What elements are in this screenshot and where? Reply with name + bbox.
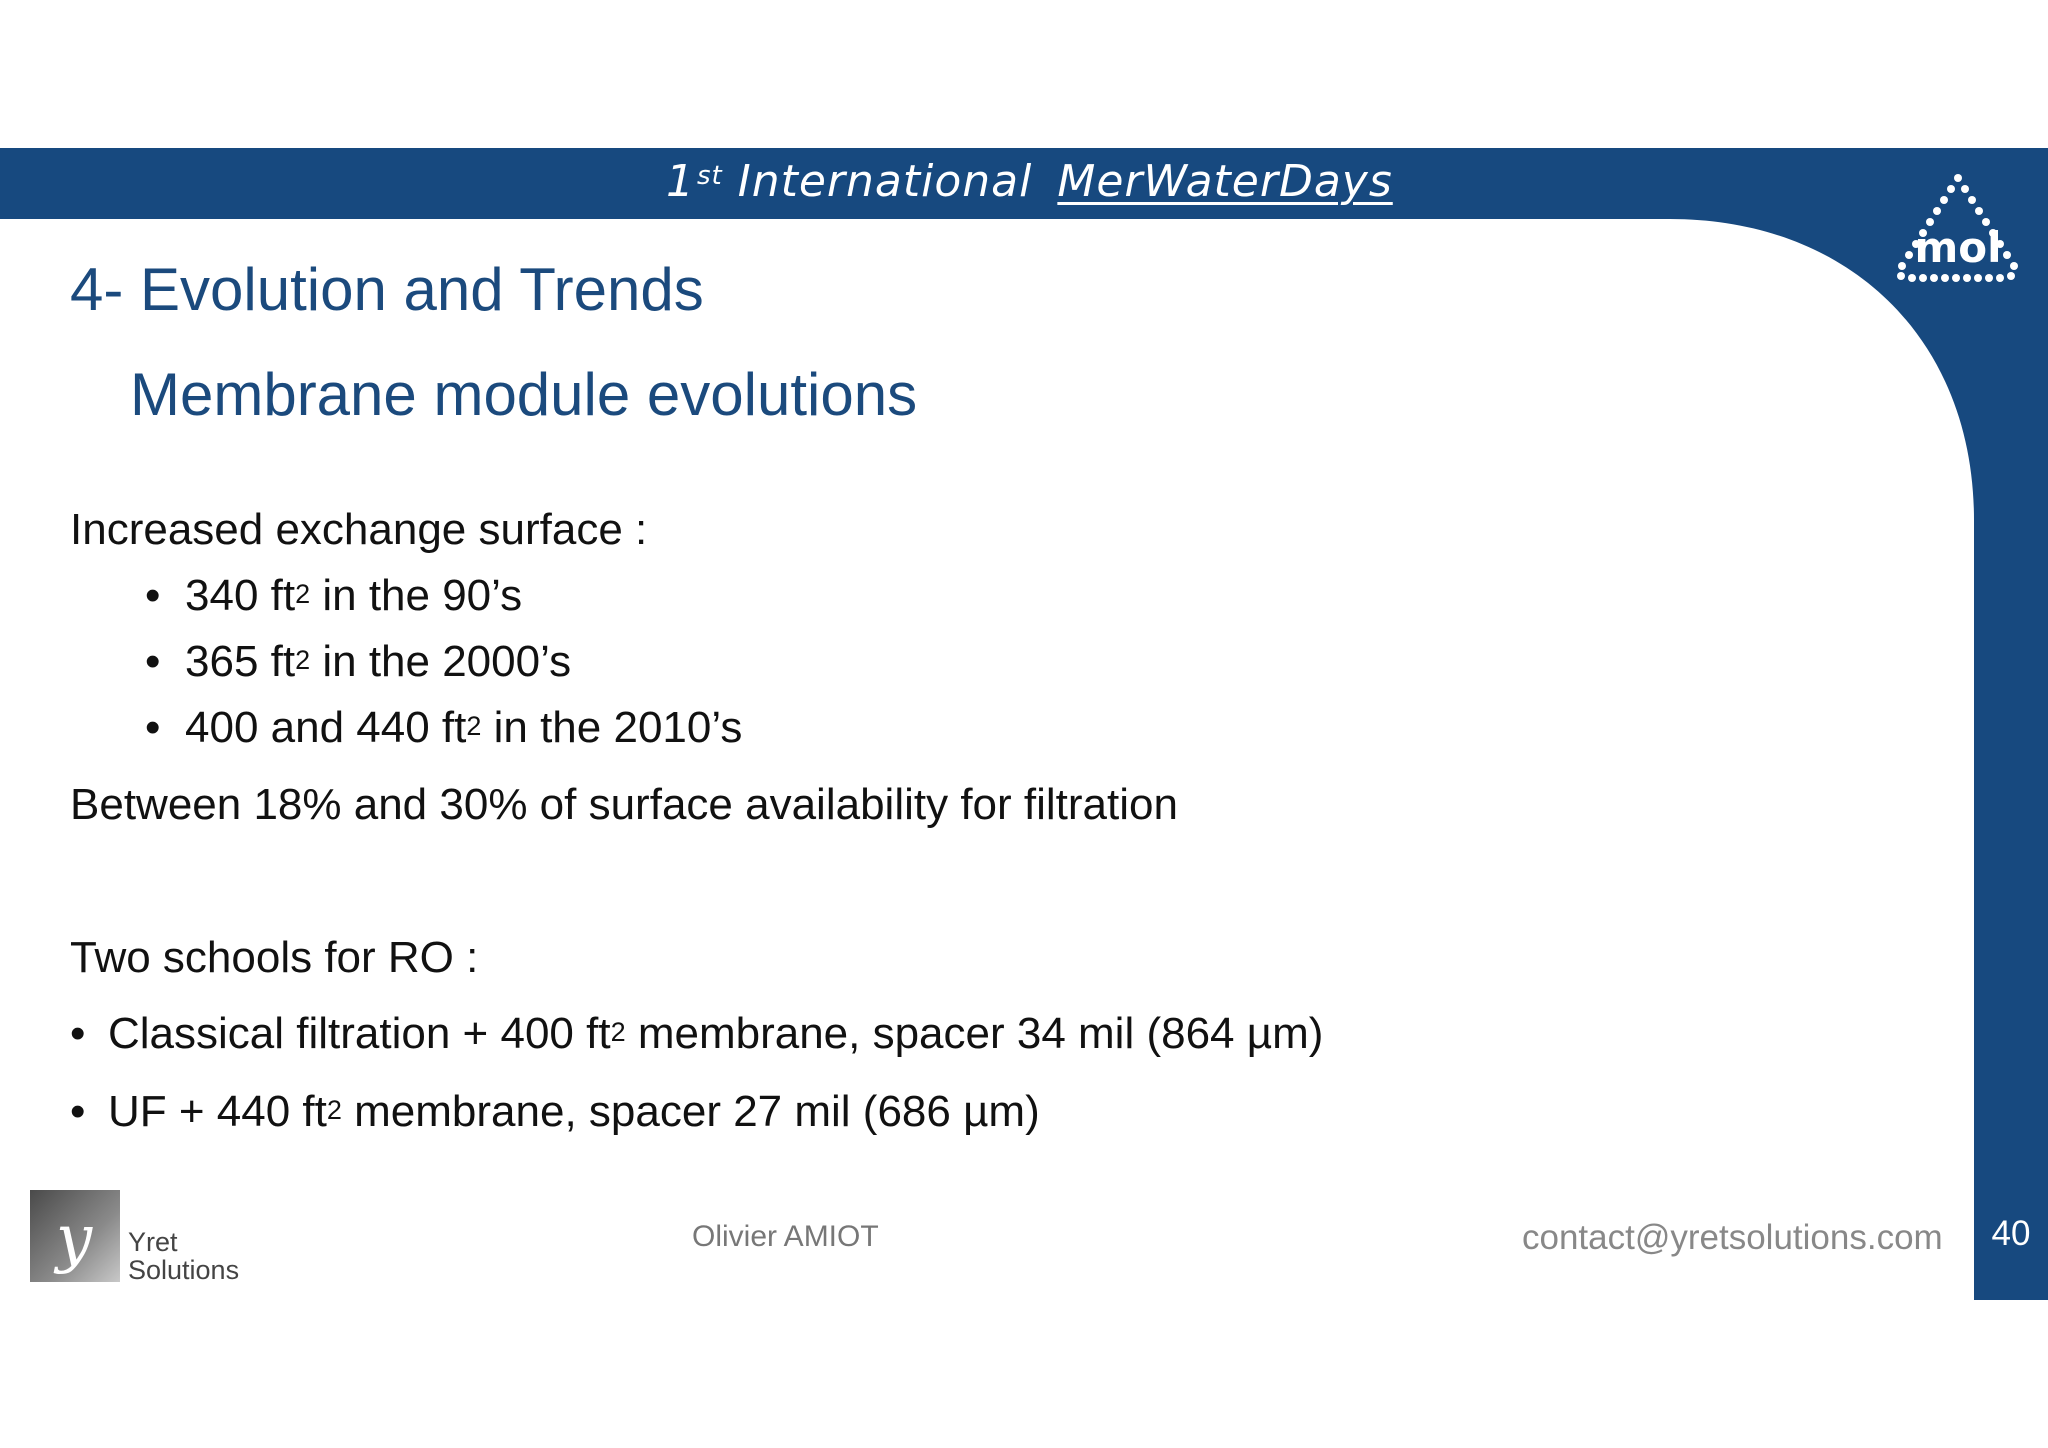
event-title: 1st International MerWaterDays: [666, 150, 1393, 214]
list-item: 340 ft2 in the 90’s: [185, 571, 523, 620]
surface-intro: Increased exchange surface :: [70, 505, 648, 554]
event-prefix: 1: [666, 156, 695, 207]
bullet-icon: •: [145, 571, 161, 620]
contact-email: contact@yretsolutions.com: [1522, 1218, 1943, 1257]
availability-text: Between 18% and 30% of surface availabil…: [70, 780, 1178, 829]
slide-title: 4- Evolution and Trends: [70, 256, 704, 323]
yret-logo: y: [30, 1190, 120, 1282]
slide-subtitle: Membrane module evolutions: [130, 361, 918, 428]
bullet-icon: •: [145, 637, 161, 686]
yret-logo-letter: y: [53, 1202, 93, 1276]
list-item: 400 and 440 ft2 in the 2010’s: [185, 703, 743, 752]
bullet-icon: •: [70, 1009, 86, 1058]
yret-logo-text: Yret Solutions: [128, 1227, 240, 1285]
presenter-name: Olivier AMIOT: [692, 1220, 879, 1253]
list-item: 365 ft2 in the 2000’s: [185, 637, 572, 686]
page-number: 40: [1991, 1214, 2031, 1253]
mol-logo-text: mol: [1914, 223, 2001, 272]
event-word: International: [737, 156, 1033, 207]
event-brand: MerWaterDays: [1057, 156, 1393, 207]
ro-intro: Two schools for RO :: [70, 933, 479, 982]
bullet-icon: •: [145, 703, 161, 752]
mol-logo: mol: [1897, 174, 2018, 282]
header-band: [0, 148, 2048, 219]
event-ordinal: st: [697, 161, 723, 191]
list-item: Classical filtration + 400 ft2 membrane,…: [108, 1009, 1324, 1058]
list-item: UF + 440 ft2 membrane, spacer 27 mil (68…: [108, 1087, 1040, 1136]
bullet-icon: •: [70, 1087, 86, 1136]
